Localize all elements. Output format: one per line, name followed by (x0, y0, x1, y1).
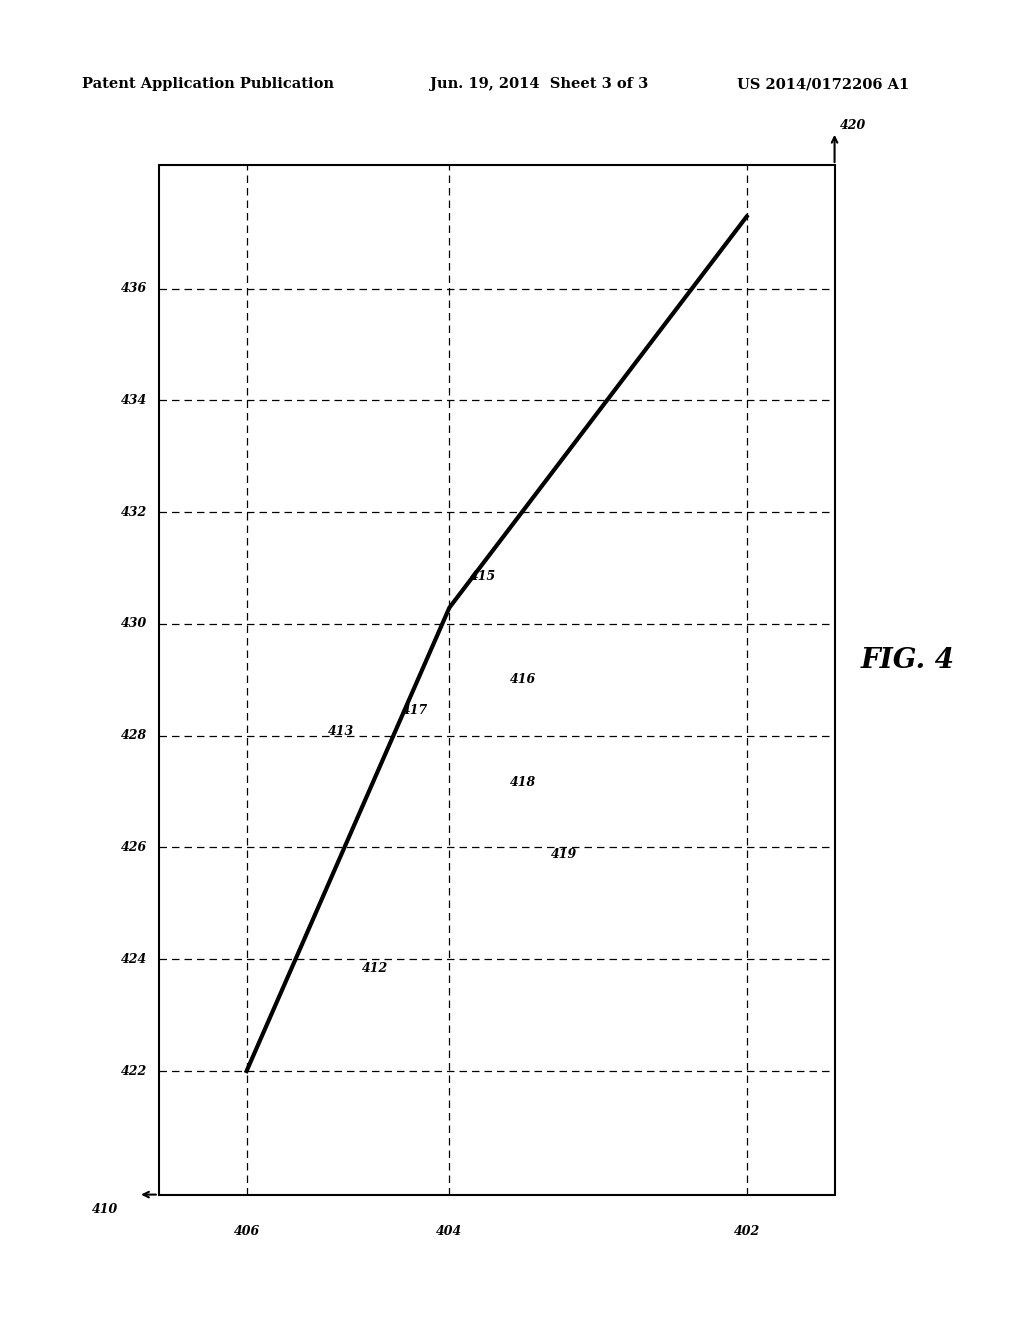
Text: FIG. 4: FIG. 4 (860, 647, 954, 673)
Text: 402: 402 (733, 1225, 760, 1238)
Text: 418: 418 (510, 776, 537, 789)
Text: US 2014/0172206 A1: US 2014/0172206 A1 (737, 78, 909, 91)
Text: 404: 404 (436, 1225, 463, 1238)
Text: 424: 424 (121, 953, 146, 966)
Text: Patent Application Publication: Patent Application Publication (82, 78, 334, 91)
Text: 419: 419 (551, 849, 577, 862)
Text: 432: 432 (121, 506, 146, 519)
Text: 406: 406 (233, 1225, 260, 1238)
Text: 410: 410 (91, 1203, 118, 1216)
Text: 413: 413 (328, 725, 354, 738)
Text: 436: 436 (121, 282, 146, 296)
Text: 422: 422 (121, 1064, 146, 1077)
Text: 412: 412 (361, 961, 388, 974)
Text: 428: 428 (121, 729, 146, 742)
Text: 416: 416 (510, 673, 537, 686)
Text: 434: 434 (121, 393, 146, 407)
Text: 417: 417 (402, 704, 428, 717)
Text: 415: 415 (470, 570, 496, 583)
Text: 420: 420 (840, 119, 866, 132)
Text: Jun. 19, 2014  Sheet 3 of 3: Jun. 19, 2014 Sheet 3 of 3 (430, 78, 648, 91)
Text: 430: 430 (121, 618, 146, 631)
Text: 426: 426 (121, 841, 146, 854)
